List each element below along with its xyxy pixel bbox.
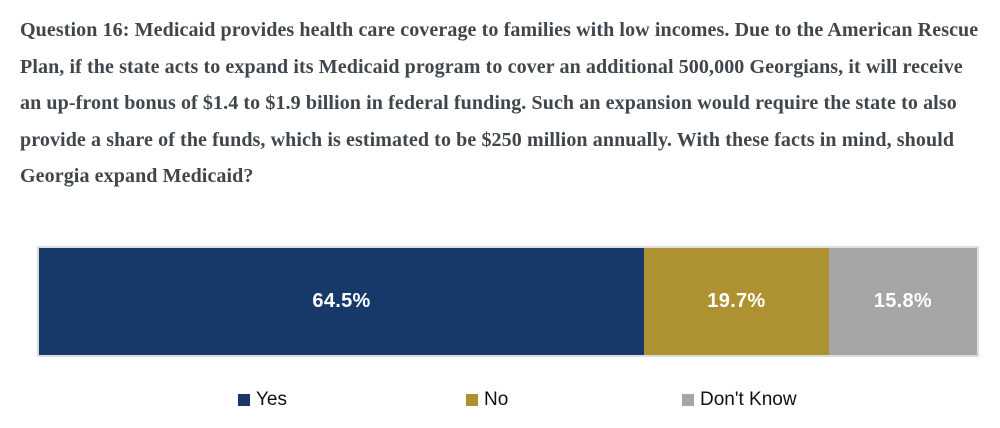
stacked-bar: 64.5% 19.7% 15.8%: [37, 246, 979, 357]
question-text: Question 16: Medicaid provides health ca…: [20, 19, 979, 187]
legend-label: No: [484, 389, 509, 410]
legend-item-don-t-know: Don't Know: [682, 387, 797, 413]
bar-segment-label-yes: 64.5%: [312, 290, 371, 312]
bar-segment-don-t-know: 15.8%: [828, 248, 977, 355]
legend-label: Don't Know: [700, 389, 797, 410]
bar-segment-label-don-t-know: 15.8%: [873, 290, 932, 312]
legend-label: Yes: [256, 389, 287, 410]
bar-segment-no: 19.7%: [644, 248, 829, 355]
legend-swatch-icon: [466, 394, 478, 406]
legend-item-yes: Yes: [238, 387, 287, 413]
legend-item-no: No: [466, 387, 508, 413]
bar-segment-yes: 64.5%: [39, 248, 644, 355]
chart-legend: Yes No Don't Know: [0, 387, 1000, 413]
bar-segment-label-no: 19.7%: [707, 290, 766, 312]
legend-swatch-icon: [238, 394, 250, 406]
legend-swatch-icon: [682, 394, 694, 406]
